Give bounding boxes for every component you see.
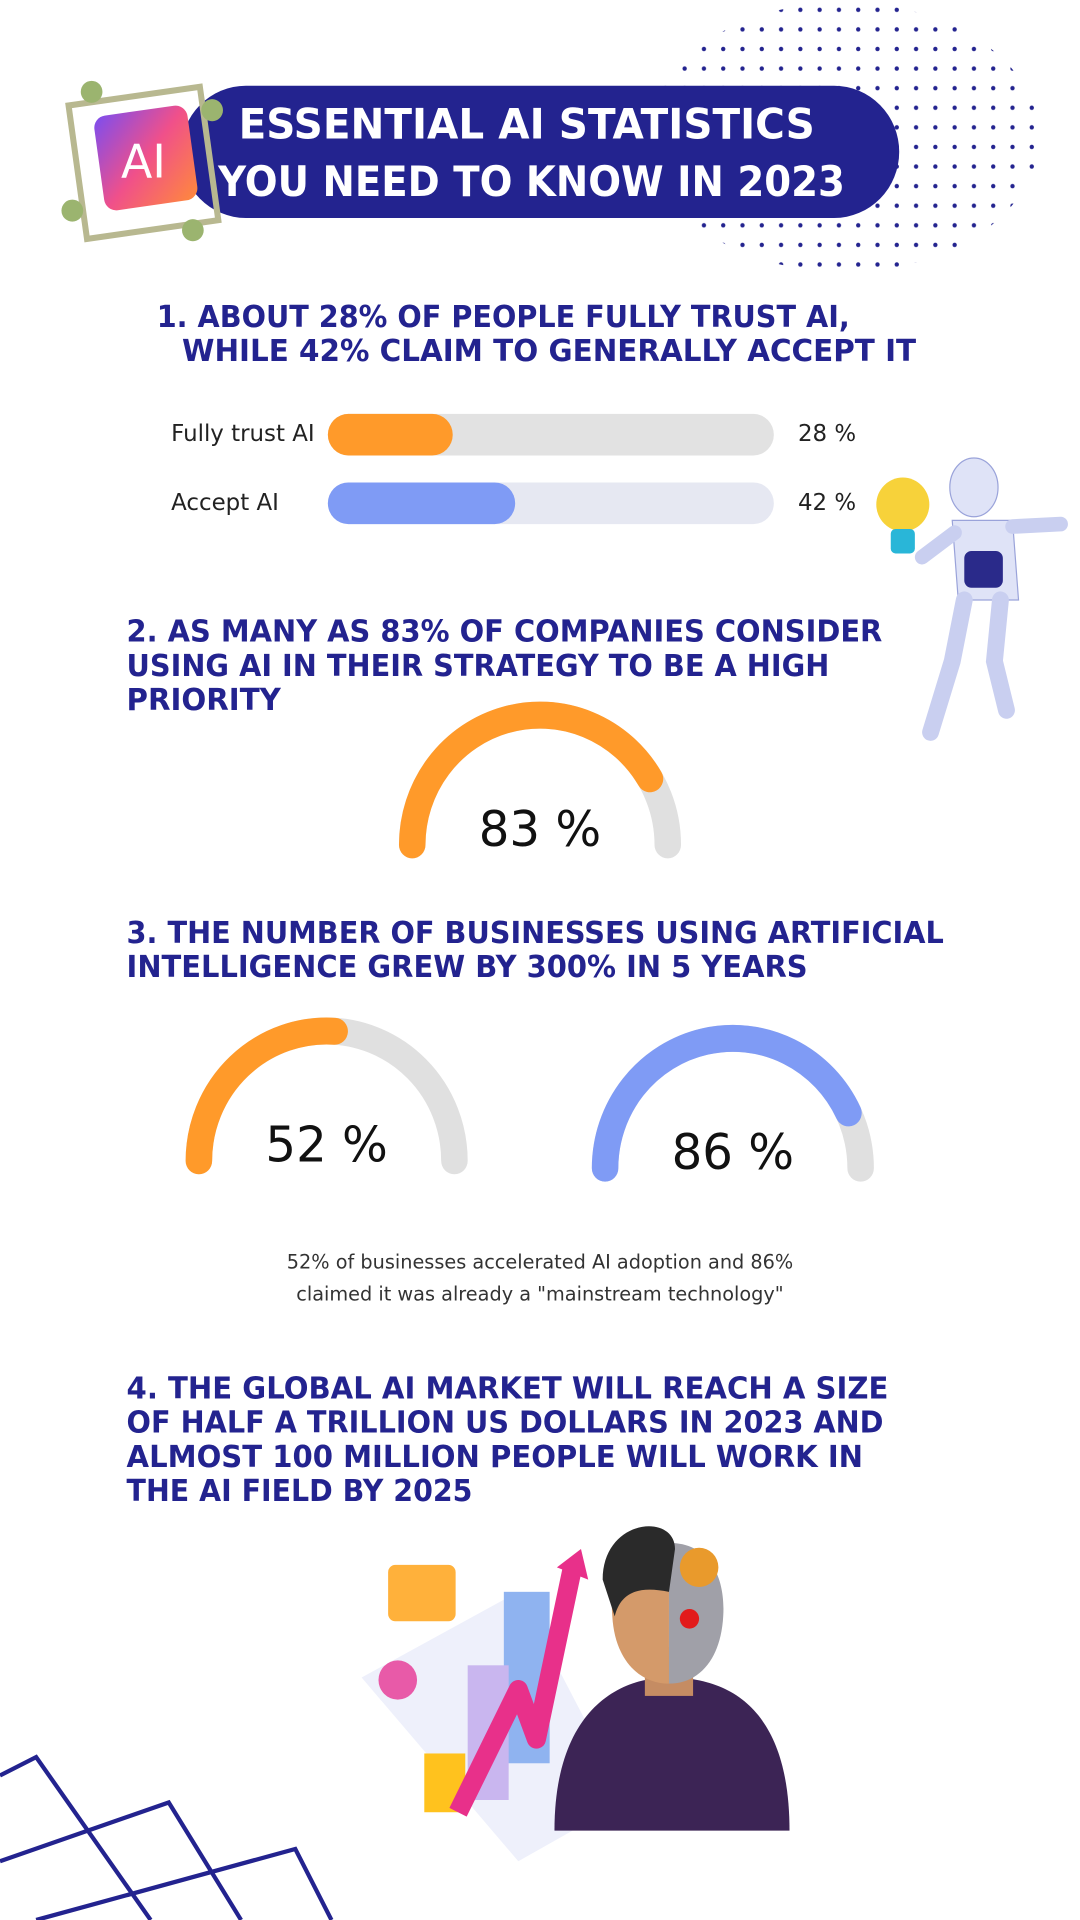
heading: USING AI IN THEIR STRATEGY TO BE A HIGH [127, 649, 830, 684]
decor-lines [0, 1754, 334, 1920]
header-banner [180, 85, 900, 218]
title: ESSENTIAL AI STATISTICS [239, 100, 815, 148]
badge-text: AI [121, 134, 166, 188]
bar [327, 413, 453, 456]
caption: claimed it was already a "mainstream tec… [296, 1282, 783, 1305]
gauge-value: 52 % [265, 1117, 387, 1173]
value-label: 28 % [798, 421, 856, 447]
gauge-arc [591, 1024, 862, 1182]
value-label: 42 % [798, 490, 856, 516]
gauge-value: 86 % [672, 1125, 794, 1181]
heading: ALMOST 100 MILLION PEOPLE WILL WORK IN [127, 1440, 863, 1475]
bar-label: Accept AI [171, 490, 279, 516]
heading: 2. AS MANY AS 83% OF COMPANIES CONSIDER [127, 614, 883, 649]
heading: INTELLIGENCE GREW BY 300% IN 5 YEARS [127, 950, 808, 985]
ai-badge: AI [61, 80, 223, 243]
bar [327, 482, 516, 525]
heading: OF HALF A TRILLION US DOLLARS IN 2023 AN… [127, 1405, 884, 1440]
heading: THE AI FIELD BY 2025 [127, 1474, 473, 1509]
robot-illustration [876, 457, 1068, 741]
heading: 1. ABOUT 28% OF PEOPLE FULLY TRUST AI, [157, 300, 850, 335]
analytics-illustration [361, 1526, 790, 1862]
heading: PRIORITY [127, 683, 282, 718]
bar-label: Fully trust AI [171, 421, 314, 447]
gauge-value: 83 % [479, 801, 601, 857]
title: YOU NEED TO KNOW IN 2023 [217, 158, 845, 206]
heading: 3. THE NUMBER OF BUSINESSES USING ARTIFI… [127, 916, 944, 951]
gauge-arc [185, 1017, 348, 1175]
gauge-arc [398, 701, 664, 859]
heading: 4. THE GLOBAL AI MARKET WILL REACH A SIZ… [127, 1371, 889, 1406]
caption: 52% of businesses accelerated AI adoptio… [287, 1250, 793, 1273]
heading: WHILE 42% CLAIM TO GENERALLY ACCEPT IT [182, 334, 916, 369]
